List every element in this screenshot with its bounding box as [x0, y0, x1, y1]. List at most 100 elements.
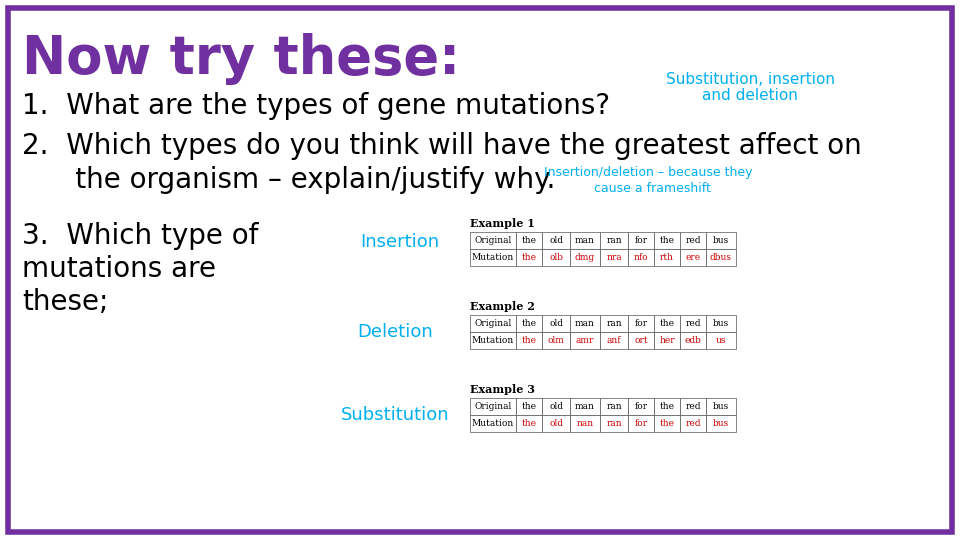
Text: ran: ran [606, 419, 622, 428]
Bar [542, 332, 570, 349]
Text: Original: Original [474, 236, 512, 245]
Text: Deletion: Deletion [357, 323, 433, 341]
Bar [680, 332, 706, 349]
Text: red: red [685, 419, 701, 428]
Text: bus: bus [713, 236, 730, 245]
Text: 1.  What are the types of gene mutations?: 1. What are the types of gene mutations? [22, 92, 611, 120]
Text: man: man [575, 402, 595, 411]
Text: the: the [521, 402, 537, 411]
Bar [570, 332, 600, 349]
Text: Insertion/deletion – because they: Insertion/deletion – because they [544, 166, 753, 179]
Text: old: old [549, 402, 563, 411]
Text: 2.  Which types do you think will have the greatest affect on: 2. Which types do you think will have th… [22, 132, 862, 160]
Bar [680, 398, 706, 415]
Bar [600, 249, 628, 266]
Bar [654, 232, 680, 249]
Text: the: the [521, 336, 537, 345]
Text: nfo: nfo [634, 253, 648, 262]
Text: dmg: dmg [575, 253, 595, 262]
Bar [628, 398, 654, 415]
Text: the: the [660, 236, 675, 245]
Text: amr: amr [576, 336, 594, 345]
Text: the: the [521, 419, 537, 428]
Text: red: red [685, 402, 701, 411]
Bar [542, 415, 570, 432]
Bar [654, 415, 680, 432]
Text: the: the [521, 253, 537, 262]
Bar [516, 415, 542, 432]
Bar [516, 332, 542, 349]
Bar [570, 398, 600, 415]
Bar [570, 232, 600, 249]
Bar [570, 315, 600, 332]
Bar [706, 332, 736, 349]
Text: old: old [549, 319, 563, 328]
Text: olm: olm [547, 336, 564, 345]
Bar [600, 398, 628, 415]
Text: ran: ran [606, 319, 622, 328]
Bar [470, 232, 516, 249]
Bar [706, 232, 736, 249]
Bar [628, 332, 654, 349]
Text: Original: Original [474, 402, 512, 411]
Text: the: the [521, 319, 537, 328]
Bar [628, 249, 654, 266]
Text: bus: bus [713, 402, 730, 411]
Text: cause a frameshift: cause a frameshift [594, 182, 710, 195]
Bar [516, 315, 542, 332]
Bar [542, 315, 570, 332]
Bar [706, 415, 736, 432]
Bar [570, 249, 600, 266]
Text: Insertion: Insertion [360, 233, 440, 251]
Bar [470, 332, 516, 349]
Text: edb: edb [684, 336, 702, 345]
Text: bus: bus [713, 419, 730, 428]
Text: for: for [635, 419, 648, 428]
Text: us: us [716, 336, 727, 345]
Text: rth: rth [660, 253, 674, 262]
Text: bus: bus [713, 319, 730, 328]
Bar [706, 398, 736, 415]
Text: and deletion: and deletion [702, 88, 798, 103]
Text: man: man [575, 236, 595, 245]
Text: Example 3: Example 3 [470, 384, 535, 395]
Text: nra: nra [606, 253, 622, 262]
Text: the: the [521, 236, 537, 245]
Text: Mutation: Mutation [472, 419, 515, 428]
Text: red: red [685, 236, 701, 245]
Bar [542, 249, 570, 266]
Text: for: for [635, 319, 648, 328]
Text: her: her [660, 336, 675, 345]
Text: dbus: dbus [710, 253, 732, 262]
Bar [470, 315, 516, 332]
Bar [628, 315, 654, 332]
Text: Original: Original [474, 319, 512, 328]
Text: ran: ran [606, 402, 622, 411]
Text: nan: nan [576, 419, 593, 428]
Text: the: the [660, 402, 675, 411]
Text: old: old [549, 236, 563, 245]
Bar [706, 315, 736, 332]
Bar [680, 415, 706, 432]
Bar [470, 249, 516, 266]
Bar [542, 232, 570, 249]
Bar [600, 332, 628, 349]
Text: Mutation: Mutation [472, 253, 515, 262]
Text: the: the [660, 319, 675, 328]
Bar [516, 249, 542, 266]
Text: ort: ort [635, 336, 648, 345]
Bar [628, 232, 654, 249]
Text: old: old [549, 419, 563, 428]
Text: for: for [635, 402, 648, 411]
Text: Substitution, insertion: Substitution, insertion [665, 72, 834, 87]
Text: red: red [685, 319, 701, 328]
Bar [706, 249, 736, 266]
Text: mutations are: mutations are [22, 255, 216, 283]
Text: Example 2: Example 2 [470, 301, 535, 312]
Text: the organism – explain/justify why.: the organism – explain/justify why. [22, 166, 556, 194]
Bar [654, 249, 680, 266]
Text: Example 1: Example 1 [470, 218, 535, 229]
Bar [628, 415, 654, 432]
Text: 3.  Which type of: 3. Which type of [22, 222, 258, 250]
Bar [470, 398, 516, 415]
